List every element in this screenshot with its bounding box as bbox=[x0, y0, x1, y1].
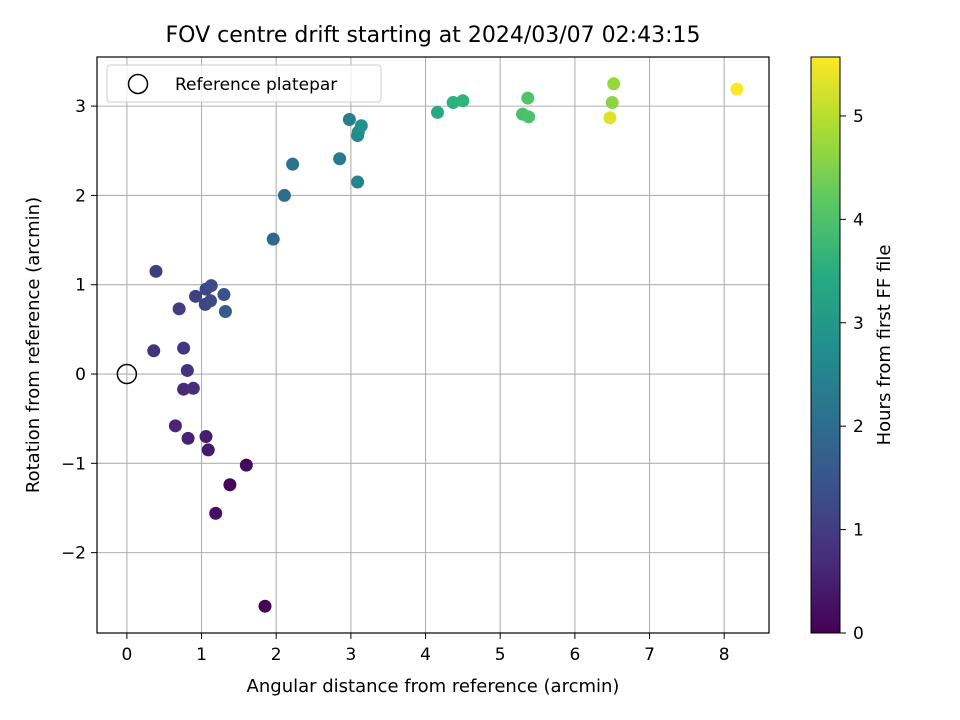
legend: Reference platepar bbox=[106, 64, 382, 103]
colorbar-tick-label: 3 bbox=[853, 314, 864, 334]
data-point bbox=[286, 157, 300, 171]
colorbar-tick-label: 5 bbox=[853, 107, 864, 127]
data-point bbox=[277, 188, 291, 202]
x-ticks: 0 1 2 3 4 5 6 7 8 bbox=[121, 633, 730, 665]
x-tick-label: 1 bbox=[196, 645, 207, 665]
data-point bbox=[203, 294, 217, 308]
data-point bbox=[218, 305, 232, 319]
colorbar-ticks: 0 1 2 3 4 5 bbox=[840, 107, 864, 644]
data-point bbox=[456, 94, 470, 108]
colorbar-tick-label: 1 bbox=[853, 521, 864, 541]
x-tick-label: 7 bbox=[644, 645, 655, 665]
grid-lines bbox=[97, 57, 769, 633]
data-point bbox=[351, 175, 365, 189]
reference-platepar-marker bbox=[116, 363, 138, 385]
y-ticks: −2 −1 0 1 2 3 bbox=[61, 97, 97, 564]
data-point bbox=[217, 288, 231, 302]
data-point bbox=[258, 599, 272, 613]
plot-frame bbox=[96, 56, 770, 634]
colorbar-tick-label: 0 bbox=[853, 624, 864, 644]
legend-box bbox=[106, 64, 382, 103]
y-tick-label: 1 bbox=[75, 276, 86, 296]
y-tick-label: −1 bbox=[61, 454, 86, 474]
data-point bbox=[199, 430, 213, 444]
data-point bbox=[186, 381, 200, 395]
data-point bbox=[168, 419, 182, 433]
y-axis-label: Rotation from reference (arcmin) bbox=[23, 197, 44, 493]
data-point bbox=[147, 344, 161, 358]
data-point bbox=[522, 110, 536, 124]
data-points bbox=[147, 77, 744, 613]
x-tick-label: 3 bbox=[345, 645, 356, 665]
legend-marker bbox=[127, 73, 149, 95]
data-point bbox=[172, 302, 186, 316]
colorbar bbox=[810, 56, 841, 634]
data-point bbox=[201, 443, 215, 457]
data-point bbox=[730, 82, 744, 96]
data-point bbox=[209, 506, 223, 520]
data-point bbox=[239, 458, 253, 472]
data-point bbox=[149, 264, 163, 278]
colorbar-label: Hours from first FF file bbox=[874, 245, 895, 446]
x-axis-label: Angular distance from reference (arcmin) bbox=[247, 676, 620, 697]
data-point bbox=[342, 113, 356, 127]
reference-marker-layer bbox=[116, 363, 138, 385]
data-point bbox=[204, 279, 218, 293]
chart-title: FOV centre drift starting at 2024/03/07 … bbox=[166, 23, 701, 48]
data-point bbox=[521, 91, 535, 105]
data-point bbox=[607, 77, 621, 91]
data-point bbox=[430, 105, 444, 119]
y-tick-label: 0 bbox=[75, 365, 86, 385]
x-tick-label: 8 bbox=[719, 645, 730, 665]
y-tick-label: 2 bbox=[75, 186, 86, 206]
x-tick-label: 2 bbox=[271, 645, 282, 665]
legend-label: Reference platepar bbox=[175, 75, 337, 95]
data-point bbox=[266, 232, 280, 246]
x-tick-label: 0 bbox=[121, 645, 132, 665]
data-point bbox=[446, 96, 460, 110]
y-tick-label: 3 bbox=[75, 97, 86, 117]
data-point bbox=[603, 111, 617, 125]
data-point bbox=[181, 431, 195, 445]
data-point bbox=[189, 289, 203, 303]
x-tick-label: 4 bbox=[420, 645, 431, 665]
data-point bbox=[180, 363, 194, 377]
colorbar-tick-label: 4 bbox=[853, 210, 864, 230]
y-tick-label: −2 bbox=[61, 544, 86, 564]
data-point bbox=[177, 341, 191, 355]
x-tick-label: 5 bbox=[495, 645, 506, 665]
data-point bbox=[354, 119, 368, 133]
colorbar-tick-label: 2 bbox=[853, 417, 864, 437]
data-point bbox=[605, 96, 619, 110]
data-point bbox=[177, 382, 191, 396]
data-point bbox=[223, 478, 237, 492]
x-tick-label: 6 bbox=[569, 645, 580, 665]
data-point bbox=[333, 152, 347, 166]
